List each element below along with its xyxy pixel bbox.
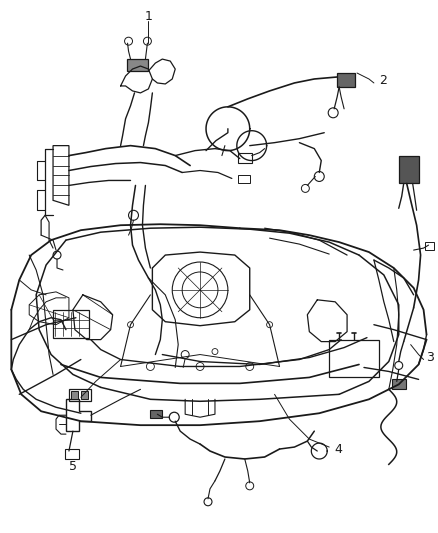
- Text: 1: 1: [145, 10, 152, 23]
- Bar: [337, 73, 355, 87]
- Text: 3: 3: [427, 351, 434, 364]
- Bar: [424, 242, 434, 250]
- Bar: [65, 449, 79, 459]
- Text: 5: 5: [69, 461, 77, 473]
- Bar: [81, 391, 88, 399]
- Bar: [71, 391, 78, 399]
- Bar: [392, 379, 406, 389]
- Text: 2: 2: [379, 75, 387, 87]
- Bar: [69, 389, 91, 401]
- Bar: [238, 152, 252, 163]
- Bar: [53, 310, 89, 337]
- Bar: [399, 156, 419, 183]
- Bar: [150, 410, 162, 418]
- Text: 4: 4: [334, 442, 342, 456]
- Bar: [127, 59, 148, 71]
- Bar: [238, 175, 250, 183]
- Bar: [329, 340, 379, 377]
